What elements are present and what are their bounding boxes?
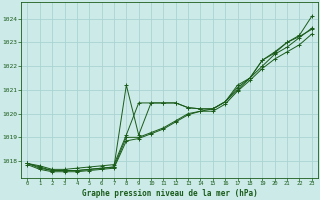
X-axis label: Graphe pression niveau de la mer (hPa): Graphe pression niveau de la mer (hPa) xyxy=(82,189,258,198)
